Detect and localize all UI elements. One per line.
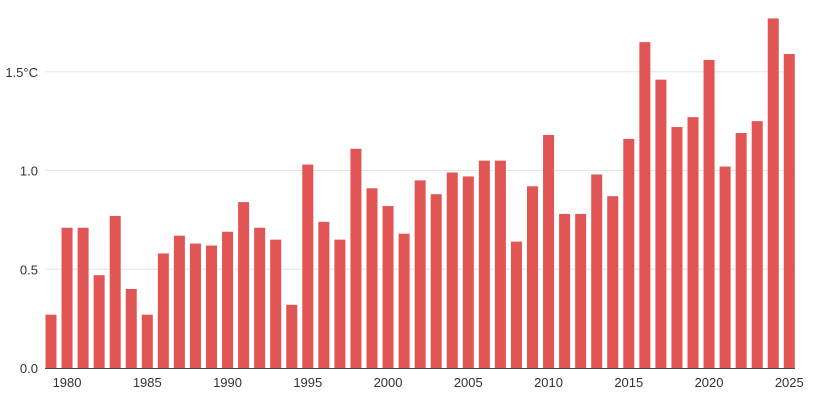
bar-1981 [77,227,89,368]
bar-2010 [543,134,555,368]
bar-2003 [430,194,442,368]
bar-2007 [494,160,506,369]
bar-1988 [189,243,201,368]
x-tick-label: 1990 [213,375,242,390]
bar-2017 [655,79,667,369]
bar-2011 [559,213,571,368]
bar-2013 [591,174,603,368]
bar-2018 [671,127,683,368]
x-tick-label: 2025 [775,375,804,390]
bar-1990 [222,231,234,368]
x-axis-ticks: 1980 1985 1990 1995 2000 2005 2010 2015 2020 2025 [53,375,804,390]
bar-1983 [109,215,121,368]
x-tick-label: 2005 [454,375,483,390]
x-tick-label: 1995 [293,375,322,390]
bar-1986 [157,253,169,368]
bar-2020 [703,59,715,369]
y-tick-label: 0.0 [20,361,38,376]
bar-1985 [141,314,153,369]
bar-2023 [751,121,763,369]
bars [45,18,795,369]
bar-1979 [45,314,57,369]
bar-1989 [206,245,217,368]
bar-1984 [125,289,137,368]
bar-1994 [286,304,298,368]
x-tick-label: 2020 [695,375,724,390]
x-tick-label: 2010 [534,375,563,390]
x-tick-label: 1985 [133,375,162,390]
bar-2001 [398,233,410,368]
x-tick-label: 2000 [374,375,403,390]
y-tick-label: 1.5°C [5,65,38,80]
bar-1980 [61,227,73,368]
bar-2014 [607,196,619,368]
bar-1998 [350,148,362,368]
bar-2009 [527,186,538,368]
y-tick-label: 1.0 [20,164,38,179]
y-tick-label: 0.5 [20,262,38,277]
bar-1999 [366,188,378,368]
bar-2012 [575,213,587,368]
bar-1995 [302,164,314,368]
bar-2019 [687,117,699,368]
bar-2016 [639,42,651,369]
bar-1996 [318,221,330,368]
bar-1982 [93,275,105,368]
bar-2000 [382,206,394,368]
bar-2005 [462,176,474,368]
bar-2006 [478,160,490,369]
y-axis-ticks: 0.0 0.5 1.0 1.5°C [5,65,38,376]
bar-2002 [414,180,426,369]
bar-1992 [254,227,266,368]
bar-2022 [735,132,747,368]
x-tick-label: 2015 [614,375,643,390]
bar-1987 [173,235,185,368]
bar-2024 [767,18,779,369]
bar-2025 [783,53,795,368]
bar-2008 [510,241,522,368]
bar-2015 [623,138,635,368]
x-tick-label: 1980 [53,375,82,390]
bar-1991 [238,202,250,368]
bar-1997 [334,239,346,369]
bar-1993 [270,239,282,369]
bar-2021 [719,166,731,368]
bar-2004 [446,172,458,368]
